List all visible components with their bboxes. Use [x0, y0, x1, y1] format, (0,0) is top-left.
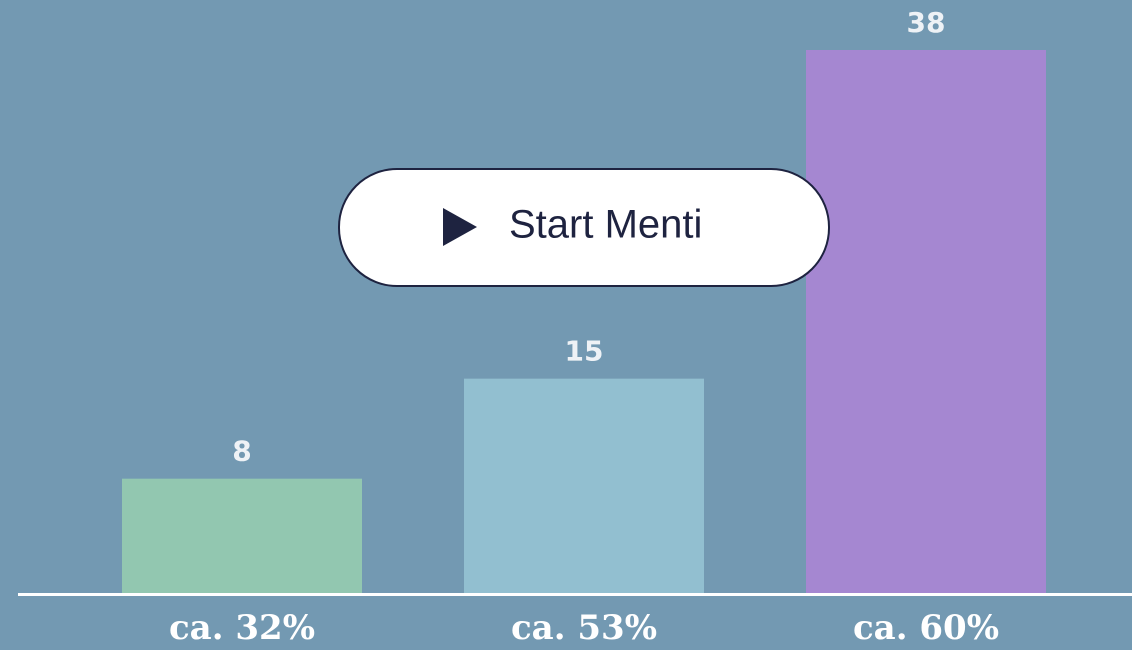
button-background[interactable]	[338, 168, 830, 287]
x-tick-label: ca. 60%	[853, 608, 999, 648]
value-label: 15	[565, 335, 604, 368]
x-tick-label: ca. 53%	[511, 608, 657, 648]
bar	[122, 478, 362, 593]
bar	[464, 378, 704, 593]
value-label: 8	[232, 435, 251, 468]
start-button[interactable]: Start Menti	[338, 168, 830, 287]
play-icon[interactable]	[443, 208, 477, 246]
bars: 8 ca. 32% 15 ca. 53% 38 ca. 60%	[122, 6, 1046, 648]
value-label: 38	[907, 6, 946, 39]
button-label[interactable]: Start Menti	[509, 203, 702, 247]
x-tick-label: ca. 32%	[169, 608, 315, 648]
bar	[806, 50, 1046, 593]
